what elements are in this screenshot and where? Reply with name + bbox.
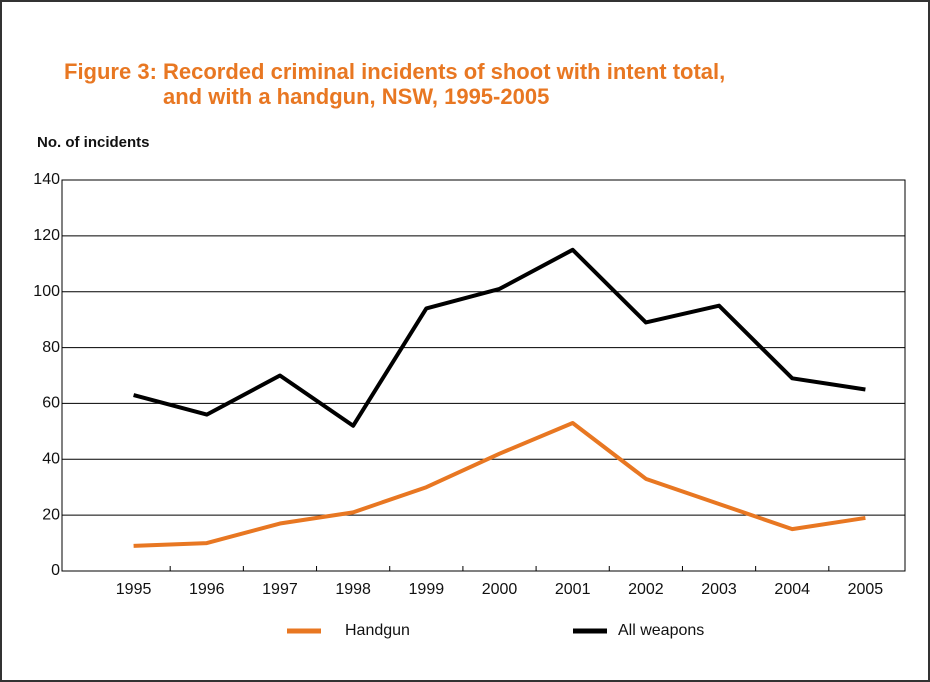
x-tick-label: 1997: [262, 581, 298, 598]
x-tick-label: 2004: [774, 581, 810, 598]
y-tick-label: 100: [33, 283, 60, 300]
y-tick-label: 40: [42, 451, 60, 468]
series-line: [133, 420, 866, 548]
x-tick-label: 2001: [555, 581, 591, 598]
x-tick-label: 2000: [482, 581, 518, 598]
x-tick-label: 1999: [409, 581, 445, 598]
y-tick-label: 140: [33, 171, 60, 188]
y-tick-label: 80: [42, 339, 60, 356]
x-tick-label: 2002: [628, 581, 664, 598]
legend-label: All weapons: [618, 622, 704, 639]
x-tick-label: 2003: [701, 581, 737, 598]
legend-label: Handgun: [345, 622, 410, 639]
series-line: [133, 247, 866, 428]
y-tick-label: 0: [51, 562, 60, 579]
y-tick-label: 60: [42, 395, 60, 412]
chart-title: Figure 3: Recorded criminal incidents of…: [64, 59, 725, 84]
chart-title: and with a handgun, NSW, 1995-2005: [163, 84, 549, 109]
x-tick-label: 1996: [189, 581, 225, 598]
x-tick-label: 1998: [335, 581, 371, 598]
y-axis-label: No. of incidents: [37, 134, 150, 151]
y-tick-label: 20: [42, 506, 60, 523]
x-tick-label: 2005: [848, 581, 884, 598]
x-tick-label: 1995: [116, 581, 152, 598]
y-tick-label: 120: [33, 227, 60, 244]
